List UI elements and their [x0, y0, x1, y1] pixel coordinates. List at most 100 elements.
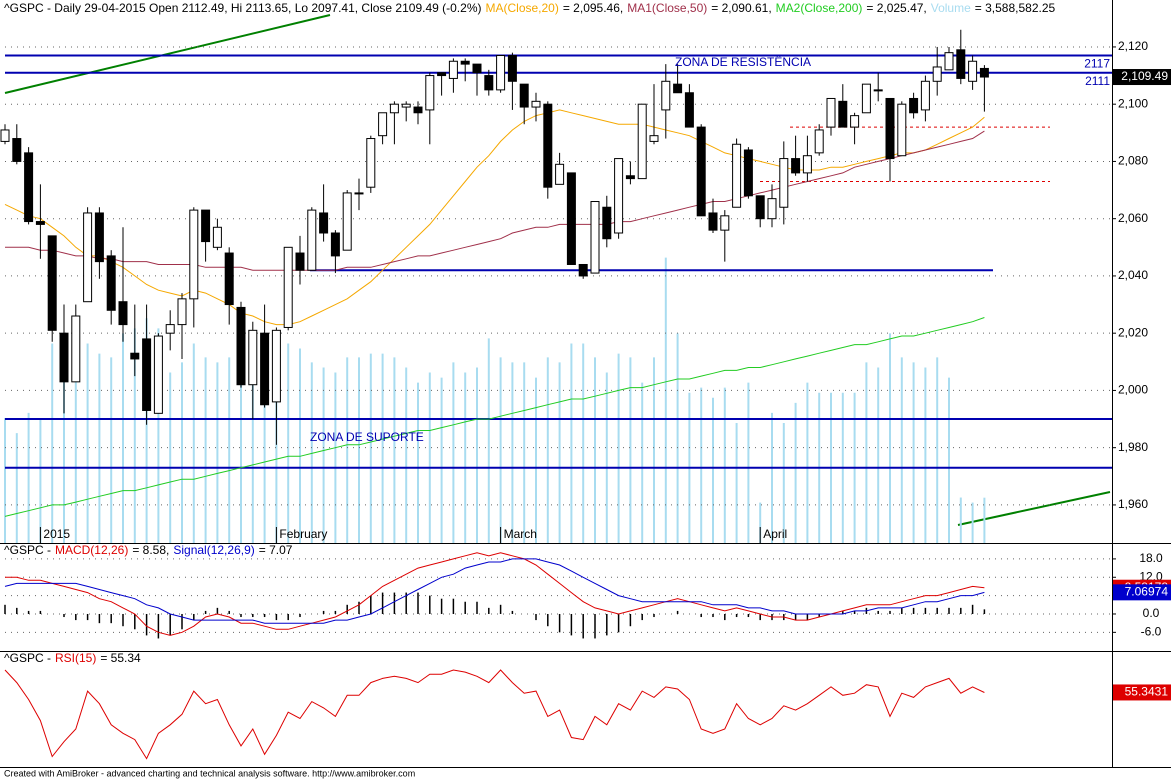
legend-name: RSI(15) — [55, 651, 96, 665]
panel-header: ^GSPC - MACD(12,26) = 8.58, Signal(12,26,9)… — [4, 543, 293, 557]
candle-body — [366, 138, 376, 188]
legend-name: Volume — [931, 1, 971, 15]
candle-body — [743, 149, 753, 197]
legend-value: = 8.58, — [132, 543, 169, 557]
candle-body — [248, 329, 258, 386]
legend-value: = 2,025.47, — [866, 1, 926, 15]
candle-body — [295, 252, 305, 271]
candle-body — [767, 198, 777, 220]
x-tick-label: April — [763, 527, 787, 541]
candle-body — [637, 103, 647, 180]
candle-body — [531, 100, 541, 108]
panel-header: ^GSPC - RSI(15) = 55.34 — [4, 651, 141, 665]
candle-body — [47, 235, 57, 331]
candle-body — [802, 155, 812, 174]
legend-name: MA(Close,20) — [485, 1, 558, 15]
candle-body — [130, 352, 140, 360]
legend-name: MACD(12,26) — [55, 543, 128, 557]
legend-name: Signal(12,26,9) — [173, 543, 254, 557]
candle-body — [649, 135, 659, 142]
candle-body — [932, 66, 942, 82]
y-tick-label: 0.0 — [1143, 606, 1160, 620]
candle-body — [460, 60, 470, 65]
annotation: ZONA DE RESISTÊNCIA — [675, 54, 811, 69]
candle-body — [814, 129, 824, 154]
line-series — [4, 669, 985, 760]
candle-body — [189, 209, 199, 300]
candle-body — [0, 129, 10, 142]
candle-body — [979, 67, 989, 78]
candle-body — [661, 80, 671, 111]
candle-body — [401, 103, 411, 108]
candle-body — [920, 80, 930, 111]
candle-body — [779, 158, 789, 208]
candle-body — [968, 60, 978, 82]
candle-body — [283, 246, 293, 328]
y-tick-label: 1,980 — [1118, 440, 1148, 454]
candle-body — [708, 212, 718, 231]
candle-body — [71, 315, 81, 383]
value-box-label: 7.06974 — [1125, 585, 1169, 599]
candle-body — [118, 301, 128, 326]
line-series — [4, 558, 985, 624]
price-box-label: 2,109.49 — [1121, 69, 1168, 83]
candle-body — [791, 158, 801, 174]
candle-body — [673, 83, 683, 94]
candle-body — [153, 335, 163, 414]
candle-body — [260, 332, 270, 406]
trend-line — [4, 14, 331, 94]
candle-body — [897, 103, 907, 157]
line-series — [5, 130, 985, 271]
y-tick-label: 2,080 — [1118, 154, 1148, 168]
y-tick-label: 2,060 — [1118, 211, 1148, 225]
candle-body — [271, 329, 281, 403]
candle-body — [35, 221, 45, 225]
candle-body — [83, 212, 93, 303]
candle-body — [543, 103, 553, 188]
y-tick-label: 2,000 — [1118, 383, 1148, 397]
candle-body — [12, 138, 22, 162]
candle-body — [885, 97, 895, 160]
candle-body — [425, 75, 435, 111]
candle-body — [614, 158, 624, 234]
header-title: ^GSPC - — [4, 543, 51, 557]
y-tick-label: -6.0 — [1141, 625, 1162, 639]
candle-body — [378, 112, 388, 137]
candle-body — [354, 192, 364, 195]
candle-body — [838, 100, 848, 128]
candle-body — [236, 306, 246, 386]
candle-body — [342, 192, 352, 251]
candle-body — [24, 152, 34, 223]
value-box — [1113, 584, 1171, 601]
y-tick-label: 2,040 — [1118, 268, 1148, 282]
candle-body — [484, 75, 494, 91]
legend-name: MA1(Close,50) — [627, 1, 707, 15]
panel-header: ^GSPC - Daily 29-04-2015 Open 2112.49, H… — [4, 1, 1056, 15]
y-tick-label: 18.0 — [1139, 551, 1163, 565]
candle-body — [212, 226, 222, 248]
candle-body — [224, 252, 234, 306]
candle-body — [307, 209, 317, 271]
trend-line — [957, 491, 1111, 526]
x-tick-label: February — [279, 527, 327, 541]
candle-body — [142, 338, 152, 411]
x-tick-label: 2015 — [43, 527, 70, 541]
annotation: ZONA DE SUPORTE — [310, 430, 424, 444]
candle-body — [330, 232, 340, 257]
header-title: ^GSPC - — [4, 651, 51, 665]
candle-body — [448, 60, 458, 79]
header-title: ^GSPC - Daily 29-04-2015 Open 2112.49, H… — [4, 1, 481, 15]
candle-body — [566, 172, 576, 265]
candle-body — [684, 92, 694, 128]
candle-body — [826, 97, 836, 128]
candle-body — [389, 103, 399, 114]
candle-body — [555, 163, 565, 185]
candle-body — [177, 298, 187, 326]
candle-body — [909, 97, 919, 114]
candle-body — [755, 195, 765, 220]
candle-body — [602, 206, 612, 240]
price-box — [1113, 69, 1171, 86]
